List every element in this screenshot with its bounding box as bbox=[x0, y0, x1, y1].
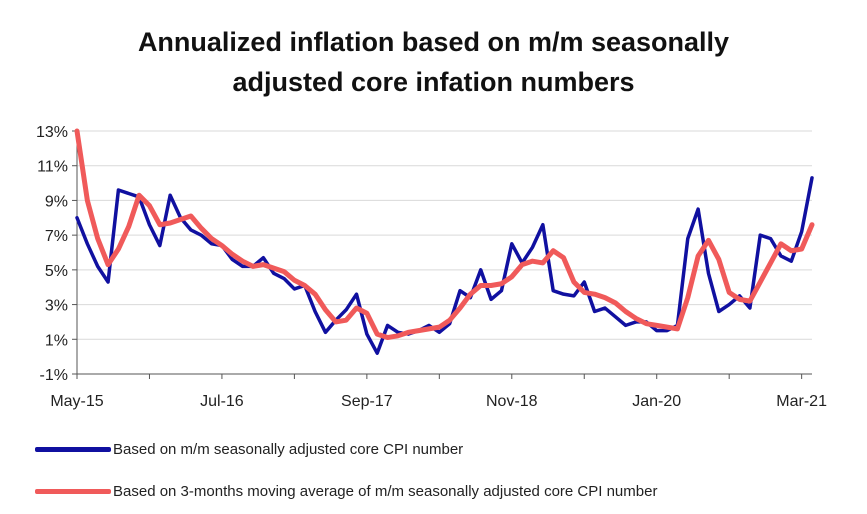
y-tick-label: 7% bbox=[45, 228, 68, 245]
chart-title-line-2: adjusted core infation numbers bbox=[232, 67, 635, 97]
y-tick-label: 5% bbox=[45, 263, 68, 280]
legend-item-2: Based on 3-months moving average of m/m … bbox=[35, 479, 657, 503]
legend-item-1: Based on m/m seasonally adjusted core CP… bbox=[35, 437, 463, 461]
legend-swatch-2 bbox=[35, 488, 111, 494]
chart-title-line-1: Annualized inflation based on m/m season… bbox=[137, 27, 730, 57]
x-tick-label: Mar-21 bbox=[776, 393, 827, 410]
legend-swatch-1 bbox=[35, 446, 111, 452]
series-line-1 bbox=[75, 176, 814, 355]
y-tick-label: 9% bbox=[45, 193, 68, 210]
x-tick-label: Sep-17 bbox=[341, 393, 393, 410]
legend-label-2: Based on 3-months moving average of m/m … bbox=[113, 482, 658, 500]
y-tick-label: 11% bbox=[37, 159, 68, 176]
y-tick-label: 13% bbox=[36, 124, 68, 141]
x-tick-label: Jul-16 bbox=[200, 393, 244, 410]
x-tick-label: Jan-20 bbox=[632, 393, 681, 410]
x-tick-label: Nov-18 bbox=[486, 393, 538, 410]
legend-label-1: Based on m/m seasonally adjusted core CP… bbox=[113, 440, 464, 458]
y-tick-label: -1% bbox=[40, 367, 68, 384]
series-line-2 bbox=[74, 128, 815, 341]
y-tick-label: 1% bbox=[45, 332, 68, 349]
y-tick-label: 3% bbox=[45, 298, 68, 315]
x-tick-label: May-15 bbox=[50, 393, 103, 410]
chart-title: Annualized inflation based on m/m season… bbox=[0, 22, 867, 102]
